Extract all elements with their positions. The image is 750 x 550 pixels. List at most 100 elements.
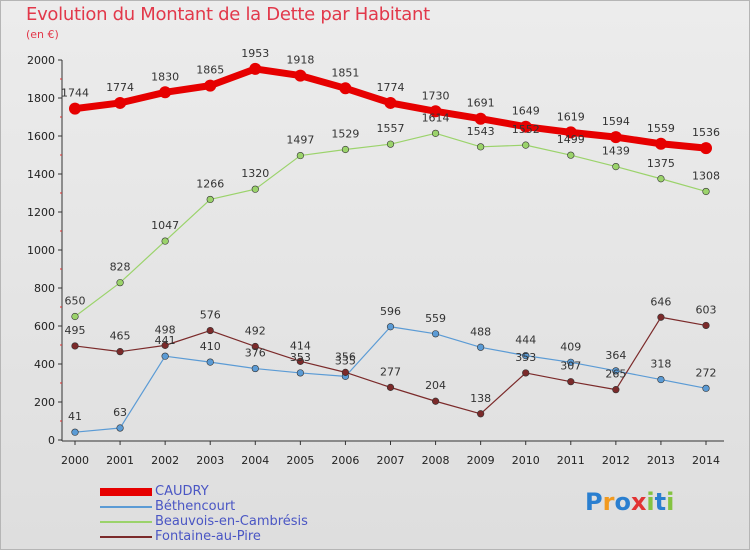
x-tick-label: 2002 [151,454,179,467]
data-label: 376 [245,347,266,360]
data-label: 1308 [692,169,720,182]
data-point [431,330,440,338]
data-label: 1497 [286,134,314,147]
x-tick-label: 2005 [286,454,314,467]
data-label: 1552 [512,123,540,136]
data-label: 63 [113,406,127,419]
data-label: 1619 [557,110,585,123]
data-label: 1499 [557,133,585,146]
logo-letter: r [602,488,615,516]
data-point [431,397,440,405]
data-label: 1557 [377,122,405,135]
data-label: 335 [335,354,356,367]
data-point [612,367,620,375]
data-point [567,378,575,386]
data-point [386,140,395,148]
data-point [69,102,81,115]
data-label: 414 [290,339,311,352]
data-point [431,129,440,137]
data-label: 444 [515,334,536,347]
data-point [159,86,172,99]
data-point [206,326,214,335]
legend-swatch [100,521,152,523]
data-label: 1774 [377,81,405,94]
data-label: 603 [696,303,717,316]
data-point [612,386,620,394]
data-point [612,162,620,171]
data-point [341,368,350,376]
data-label: 410 [200,340,221,353]
data-point [116,279,124,287]
logo-letter: o [614,488,631,516]
legend-label: Béthencourt [155,499,236,514]
x-tick-label: 2014 [692,454,720,467]
data-point [477,343,485,351]
data-point [71,428,79,436]
x-tick-label: 2007 [377,454,405,467]
data-label: 1266 [196,177,224,190]
x-tick-label: 2006 [331,454,359,467]
data-label: 1691 [467,97,495,110]
y-tick-label: 1000 [27,244,55,257]
legend-label: Fontaine-au-Pire [155,529,261,544]
data-point [296,357,304,365]
y-tick-label: 800 [34,282,55,295]
x-tick-label: 2012 [602,454,630,467]
data-label: 596 [380,305,401,318]
data-label: 1851 [331,66,359,79]
data-label: 353 [515,351,536,364]
data-point [251,185,259,193]
data-label: 1614 [422,111,450,124]
data-label: 1730 [422,89,450,102]
x-tick-label: 2004 [241,454,269,467]
data-label: 1375 [647,157,675,170]
y-tick-label: 0 [48,434,55,447]
data-point [702,321,710,330]
y-tick-label: 1800 [27,92,55,105]
x-tick-label: 2008 [422,454,450,467]
data-point [609,131,622,144]
data-point [249,62,262,75]
proxiti-logo: Proxiti [585,488,674,516]
data-point [519,120,532,133]
data-point [341,145,350,154]
x-tick-label: 2013 [647,454,675,467]
legend-label: Beauvois-en-Cambrésis [155,514,308,529]
logo-letter: x [630,488,647,516]
data-label: 495 [65,324,86,337]
data-label: 1774 [106,81,134,94]
data-label: 650 [65,295,86,308]
legend-label: CAUDRY [155,484,209,499]
data-point [251,364,259,373]
logo-letter: i [646,488,655,516]
x-tick-label: 2009 [467,454,495,467]
logo-letter: i [666,488,675,516]
x-tick-label: 2010 [512,454,540,467]
data-label: 1830 [151,70,179,83]
data-point [567,358,575,366]
data-point [657,175,665,183]
data-label: 559 [425,312,446,325]
data-point [477,143,485,151]
data-point [251,342,259,351]
data-point [339,82,352,95]
data-point [204,79,217,92]
data-label: 828 [110,261,131,274]
data-label: 1744 [61,87,89,100]
data-point [294,69,307,82]
data-label: 646 [650,295,671,308]
data-point [161,341,169,349]
data-label: 353 [290,351,311,364]
data-point [477,410,485,418]
data-label: 441 [155,334,176,347]
data-point [384,96,397,109]
x-tick-label: 2000 [61,454,89,467]
data-point [702,187,710,196]
data-label: 1649 [512,105,540,118]
data-point [71,312,79,321]
data-point [71,342,79,350]
data-label: 1529 [331,127,359,140]
data-label: 409 [560,340,581,353]
